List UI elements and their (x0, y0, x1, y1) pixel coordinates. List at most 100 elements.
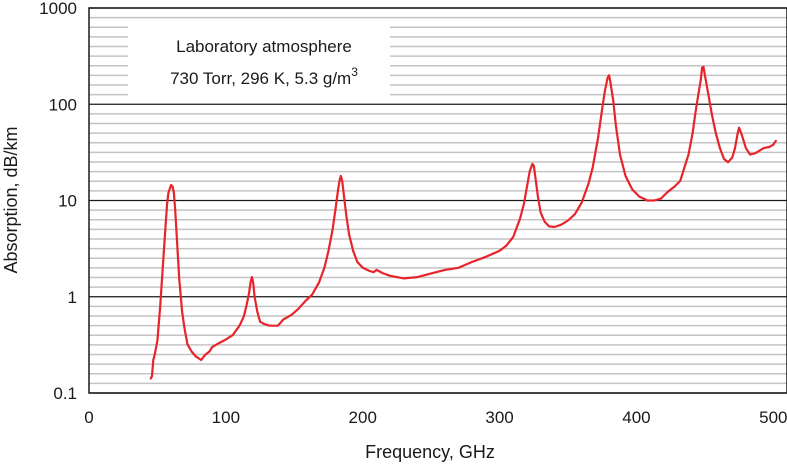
data-point (341, 180, 343, 182)
data-point (710, 112, 713, 115)
data-point (184, 329, 186, 331)
data-point (252, 281, 255, 284)
data-point (225, 338, 227, 341)
data-point (457, 266, 460, 269)
data-point (601, 107, 604, 110)
data-point (342, 192, 345, 194)
annotation-line-2-superscript: 3 (351, 65, 358, 79)
data-point (171, 185, 174, 188)
data-point (200, 359, 203, 361)
data-point (762, 147, 765, 149)
data-point (337, 188, 339, 191)
data-point (591, 166, 594, 169)
data-point (340, 175, 342, 177)
x-tick-labels: 0 100 200 300 400 500 (84, 408, 787, 427)
data-point (190, 350, 193, 353)
data-point (402, 277, 405, 280)
data-point (653, 199, 656, 202)
annotation-box: Laboratory atmosphere 730 Torr, 296 K, 5… (128, 26, 390, 100)
data-point (531, 163, 534, 165)
data-point (159, 305, 161, 307)
data-point (574, 213, 576, 216)
y-tick-labels: 0.1 1 10 100 1000 (39, 0, 77, 403)
plot-frame (88, 7, 787, 394)
data-point (338, 180, 341, 182)
data-point (498, 250, 501, 252)
data-point (749, 153, 751, 156)
data-point (772, 143, 775, 146)
data-point (533, 164, 535, 167)
x-tick-label: 200 (349, 408, 377, 427)
data-point (263, 323, 265, 325)
minor-grid (89, 16, 787, 385)
data-point (268, 324, 271, 327)
data-point (197, 357, 200, 359)
x-tick-label: 0 (84, 408, 93, 427)
data-point (567, 219, 569, 222)
data-point (612, 99, 614, 102)
data-point (528, 170, 531, 173)
data-point (775, 139, 777, 142)
data-point (304, 300, 307, 302)
data-point (669, 188, 672, 191)
data-point (706, 89, 709, 91)
x-tick-label: 400 (622, 408, 650, 427)
data-point (638, 195, 640, 198)
data-point (523, 201, 526, 204)
data-point (745, 147, 747, 149)
data-point (175, 233, 178, 235)
data-point (548, 225, 550, 228)
data-point (723, 158, 725, 160)
data-point (166, 204, 168, 206)
y-tick-label: 100 (49, 95, 77, 114)
data-point (702, 65, 705, 68)
x-axis-title: Frequency, GHz (365, 442, 495, 462)
data-point (253, 295, 256, 298)
y-tick-label: 10 (58, 192, 77, 211)
data-point (259, 320, 261, 323)
data-point (194, 355, 197, 358)
data-point (560, 223, 562, 226)
data-point (204, 353, 207, 356)
data-point (719, 147, 721, 149)
data-point (731, 156, 734, 159)
data-point (348, 233, 350, 235)
data-point (738, 126, 740, 129)
data-point (375, 269, 378, 271)
data-point (553, 226, 556, 228)
data-point (345, 214, 348, 217)
data-point (526, 185, 528, 188)
data-point (352, 250, 354, 252)
x-tick-label: 500 (759, 408, 787, 427)
data-point (534, 175, 536, 177)
data-point (665, 192, 668, 194)
data-point (543, 221, 546, 223)
x-tick-label: 100 (212, 408, 240, 427)
data-point (327, 250, 330, 252)
data-point (727, 161, 729, 163)
absorption-series-line (149, 65, 778, 380)
y-tick-label: 0.1 (53, 384, 77, 403)
data-point (153, 353, 156, 356)
data-point (736, 132, 739, 135)
data-point (163, 243, 166, 246)
data-point (311, 293, 313, 296)
data-point (334, 209, 337, 211)
data-point (609, 81, 612, 83)
data-point (382, 272, 385, 275)
data-point (149, 378, 152, 380)
data-point (580, 201, 583, 204)
data-point (505, 244, 508, 247)
data-point (704, 74, 706, 77)
x-tick-label: 300 (485, 408, 513, 427)
data-point (318, 281, 320, 284)
data-point (687, 153, 690, 156)
data-point (174, 209, 177, 211)
data-point (701, 66, 703, 69)
data-point (646, 199, 649, 202)
data-point (368, 270, 371, 272)
data-point (396, 276, 398, 278)
annotation-line-2-main: 730 Torr, 296 K, 5.3 g/m (170, 69, 351, 88)
data-point (539, 211, 542, 214)
data-point (156, 339, 159, 342)
